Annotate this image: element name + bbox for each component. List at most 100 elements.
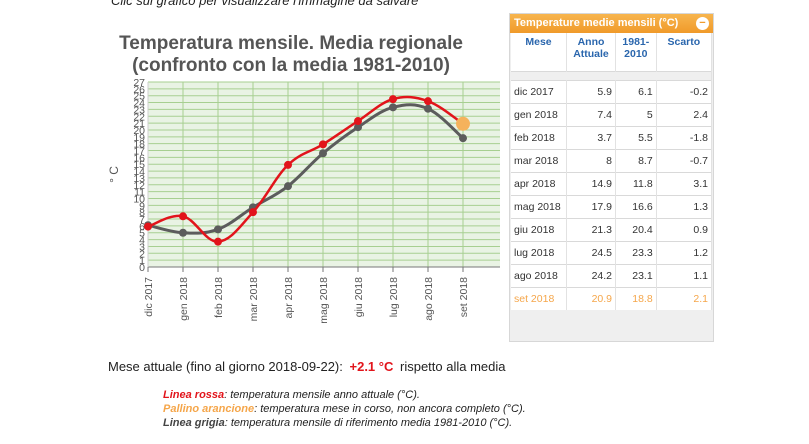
y-tick-label: 18 [133,139,145,151]
series-line-current-year [147,95,464,243]
y-tick-label: 8 [139,207,145,219]
x-tick-label: dic 2017 [143,277,155,317]
table-row: lug 2018 24.5 23.3 1.2 [511,241,713,265]
cell-current: 7.4 [566,103,617,127]
current-year-point [144,222,152,231]
cell-ref: 16.6 [615,195,657,219]
table-row: dic 2017 5.9 6.1 -0.2 [511,80,713,104]
y-tick-label: 12 [133,180,145,192]
cell-ref: 20.4 [615,218,657,242]
cell-current: 20.9 [566,287,617,310]
reference-point [284,182,292,191]
cell-month: mar 2018 [511,149,567,173]
reference-point [319,149,327,158]
cell-month: apr 2018 [511,172,567,196]
current-month-point [456,116,470,131]
chart-legend: Linea rossa: temperatura mensile anno at… [163,388,526,430]
x-tick-label: apr 2018 [283,277,295,319]
current-year-point [424,97,432,106]
x-tick-label: mag 2018 [318,277,330,324]
cell-ref: 23.1 [615,264,657,288]
cell-ref: 23.3 [615,241,657,265]
cell-diff: -1.8 [656,126,713,150]
cell-diff: -0.7 [656,149,713,173]
chart-title: (confronto con la media 1981-2010) [132,55,450,76]
reference-point [179,228,187,237]
chart-canvas[interactable]: Temperatura mensile. Media regionale(con… [100,22,500,352]
cell-diff: 1.1 [656,264,713,288]
y-tick-label: 16 [133,152,145,164]
y-tick-label: 26 [133,84,145,96]
current-month-label: Mese attuale (fino al giorno 2018-09-22)… [108,359,343,374]
y-tick-label: 15 [133,159,145,171]
panel-header: Temperature medie mensili (°C) − [510,14,713,33]
cell-current: 8 [566,149,617,173]
table-row: apr 2018 14.9 11.8 3.1 [511,172,713,196]
x-tick-label: gen 2018 [178,277,190,321]
col-header-scarto: Scarto [656,33,713,72]
chart-title: Temperatura mensile. Media regionale [119,33,463,54]
col-header-1981-2010: 1981-2010 [615,33,657,72]
y-tick-label: 0 [139,262,145,274]
cell-month: lug 2018 [511,241,567,265]
temperature-chart[interactable]: Temperatura mensile. Media regionale (con… [100,22,500,352]
x-tick-label: ago 2018 [423,277,435,321]
legend-item-red-line: Linea rossa: temperatura mensile anno at… [163,389,420,401]
legend-item-grey-line: Linea grigia: temperatura mensile di rif… [163,417,513,429]
cell-diff: 0.9 [656,218,713,242]
x-tick-label: set 2018 [458,277,470,317]
cell-current: 24.5 [566,241,617,265]
cell-month: dic 2017 [511,80,567,104]
y-tick-label: 25 [133,91,145,103]
temperature-table: Mese Anno Attuale 1981-2010 Scarto dic 2… [511,33,713,310]
x-tick-label: mar 2018 [248,277,260,322]
cell-ref: 11.8 [615,172,657,196]
cell-diff: 1.2 [656,241,713,265]
y-tick-label: 11 [134,187,145,199]
cell-month: mag 2018 [511,195,567,219]
reference-point [459,134,467,143]
y-tick-label: 13 [133,173,145,185]
table-row: feb 2018 3.7 5.5 -1.8 [511,126,713,150]
table-row: mar 2018 8 8.7 -0.7 [511,149,713,173]
y-tick-label: 27 [133,77,145,89]
y-tick-label: 2 [139,248,145,260]
cell-ref: 18.8 [615,287,657,310]
reference-point [389,103,397,112]
table-row: set 2018 20.9 18.8 2.1 [511,287,713,310]
cell-current: 17.9 [566,195,617,219]
y-tick-label: 5 [139,228,145,240]
table-row: giu 2018 21.3 20.4 0.9 [511,218,713,242]
minus-circle-icon[interactable]: − [696,17,709,30]
y-tick-label: 1 [139,255,145,267]
cell-current: 21.3 [566,218,617,242]
monthly-temperature-panel: Temperature medie mensili (°C) − Mese An… [509,13,714,342]
y-tick-label: 6 [139,221,145,233]
cell-month: set 2018 [511,287,567,310]
y-tick-label: 24 [133,98,145,110]
reference-point [354,123,362,132]
cell-current: 5.9 [566,80,617,104]
y-tick-label: 4 [139,235,145,247]
cell-current: 14.9 [566,172,617,196]
cell-ref: 5 [615,103,657,127]
cell-ref: 6.1 [615,80,657,104]
table-row: ago 2018 24.2 23.1 1.1 [511,264,713,288]
reference-point [214,225,222,234]
x-tick-label: lug 2018 [388,277,400,317]
table-header-row: Mese Anno Attuale 1981-2010 Scarto [511,33,713,72]
cell-diff: 2.1 [656,287,713,310]
cell-ref: 5.5 [615,126,657,150]
series-line-reference [147,103,464,235]
current-year-point [214,237,222,246]
table-row: mag 2018 17.9 16.6 1.3 [511,195,713,219]
cell-diff: -0.2 [656,80,713,104]
y-tick-label: 22 [133,111,145,123]
cell-diff: 3.1 [656,172,713,196]
cell-month: gen 2018 [511,103,567,127]
y-tick-label: 9 [139,200,145,212]
current-year-point [319,140,327,149]
y-tick-label: 14 [133,166,145,178]
current-year-point [284,160,292,169]
y-tick-label: 20 [133,125,145,137]
